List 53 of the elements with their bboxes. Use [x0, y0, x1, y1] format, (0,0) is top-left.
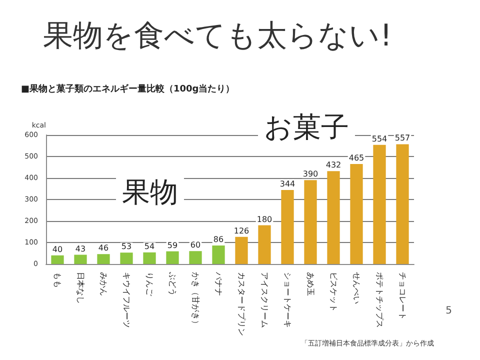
data-label: 43	[75, 244, 86, 254]
chart-subtitle: ■果物と菓子類のエネルギー量比較（100g当たり）	[21, 84, 235, 94]
data-label: 344	[280, 180, 296, 189]
x-tick-label: チョコレート	[398, 272, 407, 320]
data-label: 432	[326, 160, 342, 170]
data-label: 60	[190, 240, 201, 250]
x-tick-label: バナナ	[214, 271, 223, 296]
data-label: 557	[394, 134, 410, 143]
chart-title: 果物を食べても太らない!	[43, 18, 392, 54]
x-tick-label: カスタードプリン	[237, 272, 246, 336]
bar	[304, 180, 317, 264]
data-label: 53	[121, 242, 132, 252]
x-tick-label: ぶどう	[168, 272, 177, 296]
data-label: 126	[234, 226, 250, 236]
bar	[258, 225, 271, 264]
bar	[373, 144, 386, 264]
x-tick-label: ビスケット	[329, 272, 338, 312]
text: 5	[446, 306, 452, 316]
data-label: 86	[213, 235, 224, 244]
bar	[166, 251, 179, 264]
bar	[143, 252, 156, 264]
data-label: 180	[256, 214, 272, 224]
bar	[97, 254, 110, 264]
x-tick-label: かき（甘がき）	[191, 272, 200, 328]
bar	[396, 144, 409, 264]
x-tick-label: ショートケーキ	[283, 272, 292, 328]
data-label: 54	[144, 242, 155, 251]
bar	[235, 236, 248, 264]
data-label: 390	[302, 170, 318, 179]
annotation: 果物	[122, 176, 178, 208]
x-tick-label: りんご	[145, 272, 154, 297]
bar	[189, 251, 202, 264]
bar	[120, 252, 133, 264]
bar	[327, 171, 340, 264]
bar	[212, 246, 225, 264]
bar	[281, 190, 294, 264]
x-tick-label: アイスクリーム	[260, 272, 269, 328]
x-tick-label: もも	[53, 272, 62, 288]
data-label: 59	[167, 240, 178, 250]
x-tick-label: せんべい	[352, 272, 361, 304]
bar	[74, 254, 87, 264]
x-tick-label: みかん	[99, 272, 108, 296]
x-tick-label: 日本なし	[76, 272, 85, 304]
x-tick-label: ポテトチップス	[375, 272, 384, 328]
data-label: 40	[52, 244, 63, 254]
bar	[350, 164, 363, 264]
x-tick-label: キウイフルーツ	[122, 272, 131, 328]
x-tick-label: あめ玉	[306, 272, 315, 296]
data-label: 465	[348, 154, 364, 163]
bar	[51, 255, 64, 264]
data-label: 554	[372, 134, 388, 144]
annotation: お菓子	[264, 110, 349, 144]
data-label: 46	[98, 244, 109, 253]
